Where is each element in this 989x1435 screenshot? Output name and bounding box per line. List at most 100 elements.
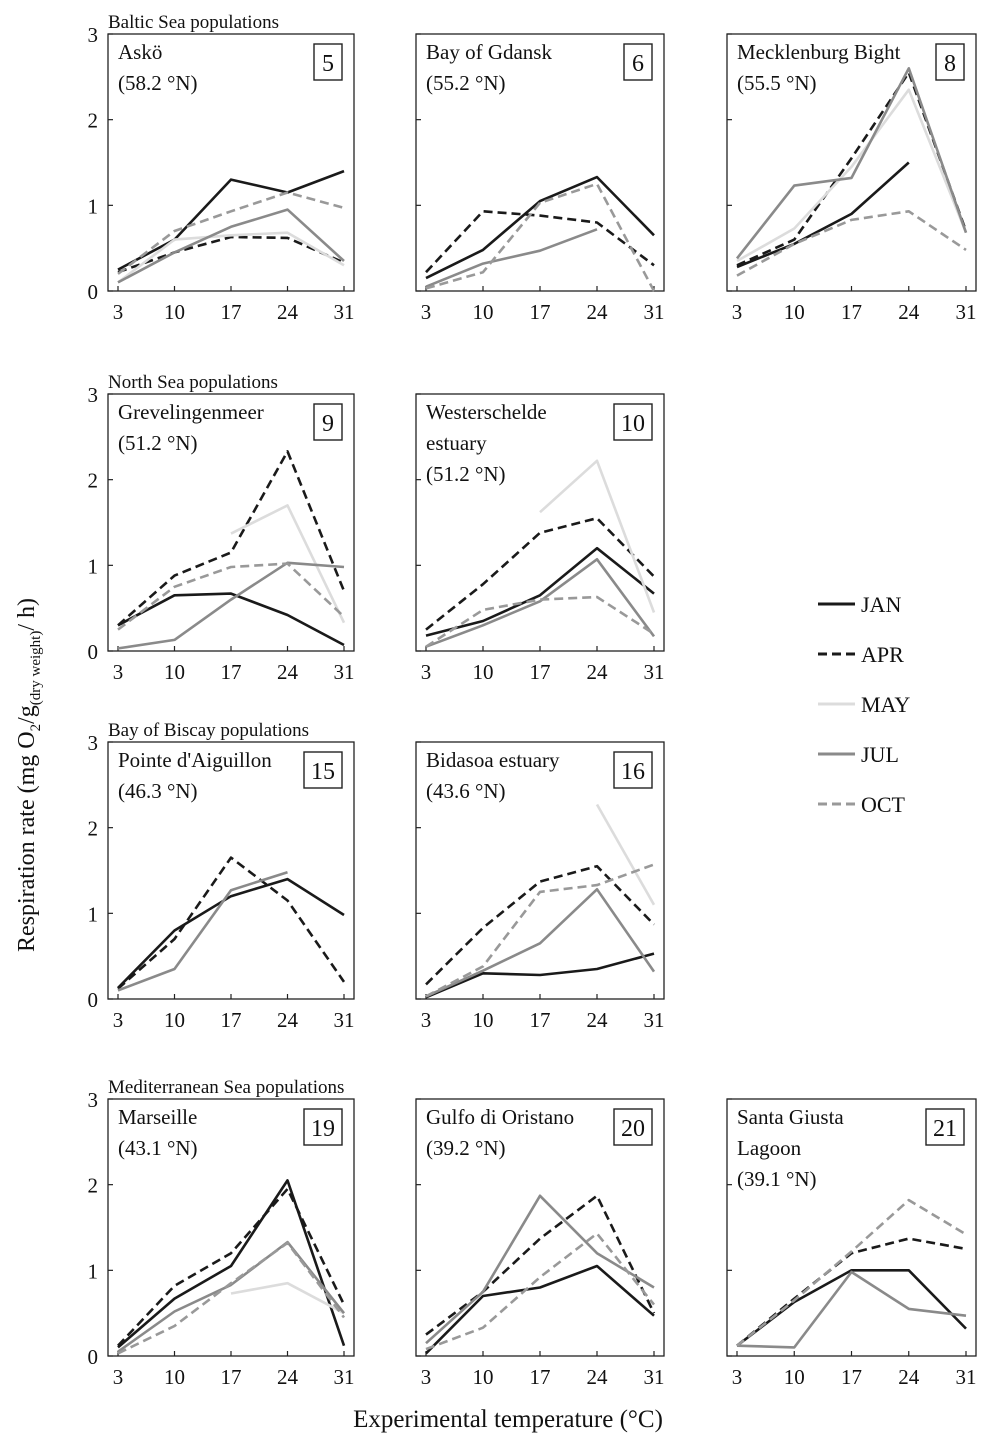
legend-label-apr: APR	[861, 642, 904, 667]
x-tick-label: 10	[164, 1008, 185, 1032]
panel-6: 3 10 17 24 31 Bay of Gdansk (55.2 °N) 6	[415, 33, 665, 324]
x-tick-label: 17	[221, 660, 242, 684]
group-label: Baltic Sea populations	[108, 12, 279, 33]
series-line-apr	[117, 235, 345, 274]
panel-number-box	[303, 1108, 343, 1146]
panel-latitude: (43.1 °N)	[118, 1136, 198, 1160]
panel-site-name: Mecklenburg Bight	[737, 40, 901, 64]
x-tick-label: 3	[113, 1008, 124, 1032]
y-tick-label: 1	[88, 1259, 99, 1283]
x-tick-label: 31	[644, 1008, 665, 1032]
series-line-jan	[425, 952, 655, 999]
panel-21: 3 10 17 24 31 Santa Giusta Lagoon (39.1 °N) 21	[726, 1098, 977, 1389]
x-tick-label: 3	[732, 1365, 743, 1389]
panel-number-box	[613, 403, 653, 441]
x-tick-label: 31	[644, 1365, 665, 1389]
y-tick-label: 0	[88, 280, 99, 304]
panel-site-name: Westerschelde	[426, 400, 547, 424]
series-line-jan	[117, 1179, 346, 1349]
series-line-jul	[735, 67, 968, 260]
panel-number-box	[935, 43, 965, 81]
series-line-may	[539, 459, 656, 613]
series-line-jul	[425, 228, 598, 288]
y-tick-label: 2	[88, 109, 99, 133]
x-tick-label: 24	[277, 660, 299, 684]
series-line-jan	[117, 592, 345, 647]
x-tick-label: 31	[334, 660, 355, 684]
series-line-apr	[425, 210, 655, 274]
y-axis-title-end: / h)	[14, 598, 40, 631]
series-line-jul	[117, 561, 345, 650]
panel-9: 0 1 2 3 3 10 17 24 31 North Sea populations Grevel…	[88, 372, 355, 684]
x-tick-label: 24	[898, 1365, 920, 1389]
legend-label-jan: JAN	[861, 592, 901, 617]
y-axis-title: Respiration rate (mg O2/g(dry weight)/ h…	[14, 598, 44, 952]
panel-8: 3 10 17 24 31 Mecklenburg Bight (55.5 °N) 8	[726, 33, 977, 324]
y-axis-title-mid: /g	[14, 705, 40, 724]
y-tick-label: 3	[88, 383, 99, 407]
x-tick-label: 10	[164, 660, 185, 684]
series-line-jan	[736, 161, 910, 269]
panel-site-name: Santa Giusta	[737, 1105, 844, 1129]
x-tick-label: 17	[530, 1365, 551, 1389]
x-tick-label: 3	[732, 300, 743, 324]
x-tick-label: 17	[221, 300, 242, 324]
panel-number: 15	[311, 759, 335, 785]
panel-latitude: (46.3 °N)	[118, 779, 198, 803]
series-line-jan	[425, 175, 655, 280]
series-line-jan	[425, 546, 655, 637]
group-label: Mediterranean Sea populations	[108, 1077, 344, 1098]
x-tick-label: 10	[473, 300, 494, 324]
panel-15: 0 1 2 3 3 10 17 24 31 Bay of Biscay populations Po…	[88, 720, 355, 1032]
panel-number: 20	[621, 1116, 645, 1142]
x-tick-label: 3	[421, 1008, 432, 1032]
y-tick-label: 3	[88, 731, 99, 755]
series-line-jul	[117, 1240, 346, 1353]
series-line-oct	[425, 863, 655, 998]
series-line-apr	[425, 516, 655, 631]
x-tick-label: 24	[587, 1008, 609, 1032]
y-tick-label: 2	[88, 817, 99, 841]
panel-latitude: (51.2 °N)	[426, 462, 506, 486]
y-tick-label: 2	[88, 469, 99, 493]
series-line-jan	[117, 169, 345, 271]
group-label: Bay of Biscay populations	[108, 720, 309, 741]
series-line-may	[230, 1281, 345, 1315]
panel-site-name-line2: Lagoon	[737, 1136, 802, 1160]
series-line-jul	[425, 558, 656, 648]
series-line-jan	[736, 1269, 967, 1347]
y-tick-label: 0	[88, 640, 99, 664]
x-tick-label: 24	[587, 1365, 609, 1389]
series-line-apr	[117, 450, 346, 627]
x-tick-label: 17	[530, 660, 551, 684]
x-tick-label: 17	[221, 1365, 242, 1389]
panel-number-box	[613, 751, 653, 789]
panel-latitude: (39.1 °N)	[737, 1167, 817, 1191]
panel-site-name: Gulfo di Oristano	[426, 1105, 574, 1129]
x-tick-label: 24	[587, 660, 609, 684]
panel-latitude: (55.2 °N)	[426, 71, 506, 95]
panel-number: 5	[322, 51, 334, 77]
x-tick-label: 31	[334, 1008, 355, 1032]
legend-label-oct: OCT	[861, 792, 906, 817]
x-tick-label: 3	[113, 300, 124, 324]
panel-20: 3 10 17 24 31 Gulfo di Oristano (39.2 °N) 20	[415, 1098, 665, 1389]
panel-number: 10	[621, 411, 645, 437]
y-axis-title-subdw: (dry weight)	[28, 631, 44, 706]
x-tick-label: 31	[644, 300, 665, 324]
x-tick-label: 10	[164, 300, 185, 324]
series-line-oct	[117, 1241, 346, 1355]
y-tick-label: 3	[88, 1088, 99, 1112]
panel-latitude: (55.5 °N)	[737, 71, 817, 95]
series-line-oct	[117, 191, 345, 275]
y-tick-label: 1	[88, 554, 99, 578]
series-line-jul	[425, 1194, 655, 1345]
x-tick-label: 24	[587, 300, 609, 324]
x-tick-label: 3	[421, 1365, 432, 1389]
x-tick-label: 3	[421, 300, 432, 324]
panel-10: 3 10 17 24 31 Westerschelde estuary (51.2 °N) 10	[415, 393, 665, 684]
series-line-apr	[117, 1187, 346, 1347]
series-line-apr	[425, 864, 655, 986]
